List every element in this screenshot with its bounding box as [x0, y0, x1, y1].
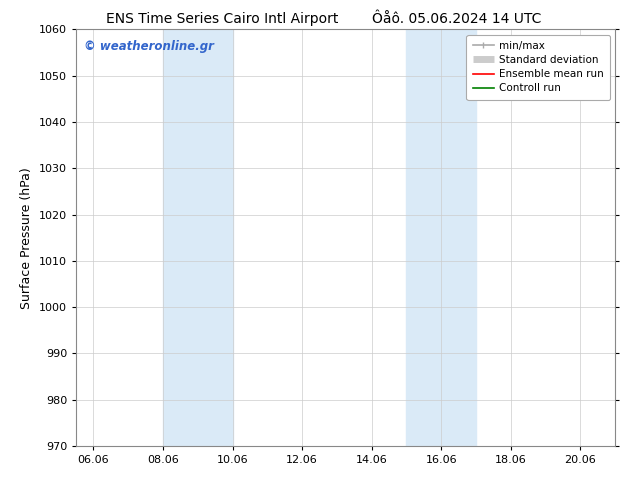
- Text: Ôåô. 05.06.2024 14 UTC: Ôåô. 05.06.2024 14 UTC: [372, 12, 541, 26]
- Legend: min/max, Standard deviation, Ensemble mean run, Controll run: min/max, Standard deviation, Ensemble me…: [467, 35, 610, 99]
- Text: ENS Time Series Cairo Intl Airport: ENS Time Series Cairo Intl Airport: [106, 12, 338, 26]
- Bar: [163, 29, 233, 446]
- Text: © weatheronline.gr: © weatheronline.gr: [84, 40, 214, 53]
- Y-axis label: Surface Pressure (hPa): Surface Pressure (hPa): [20, 167, 34, 309]
- Bar: [406, 29, 476, 446]
